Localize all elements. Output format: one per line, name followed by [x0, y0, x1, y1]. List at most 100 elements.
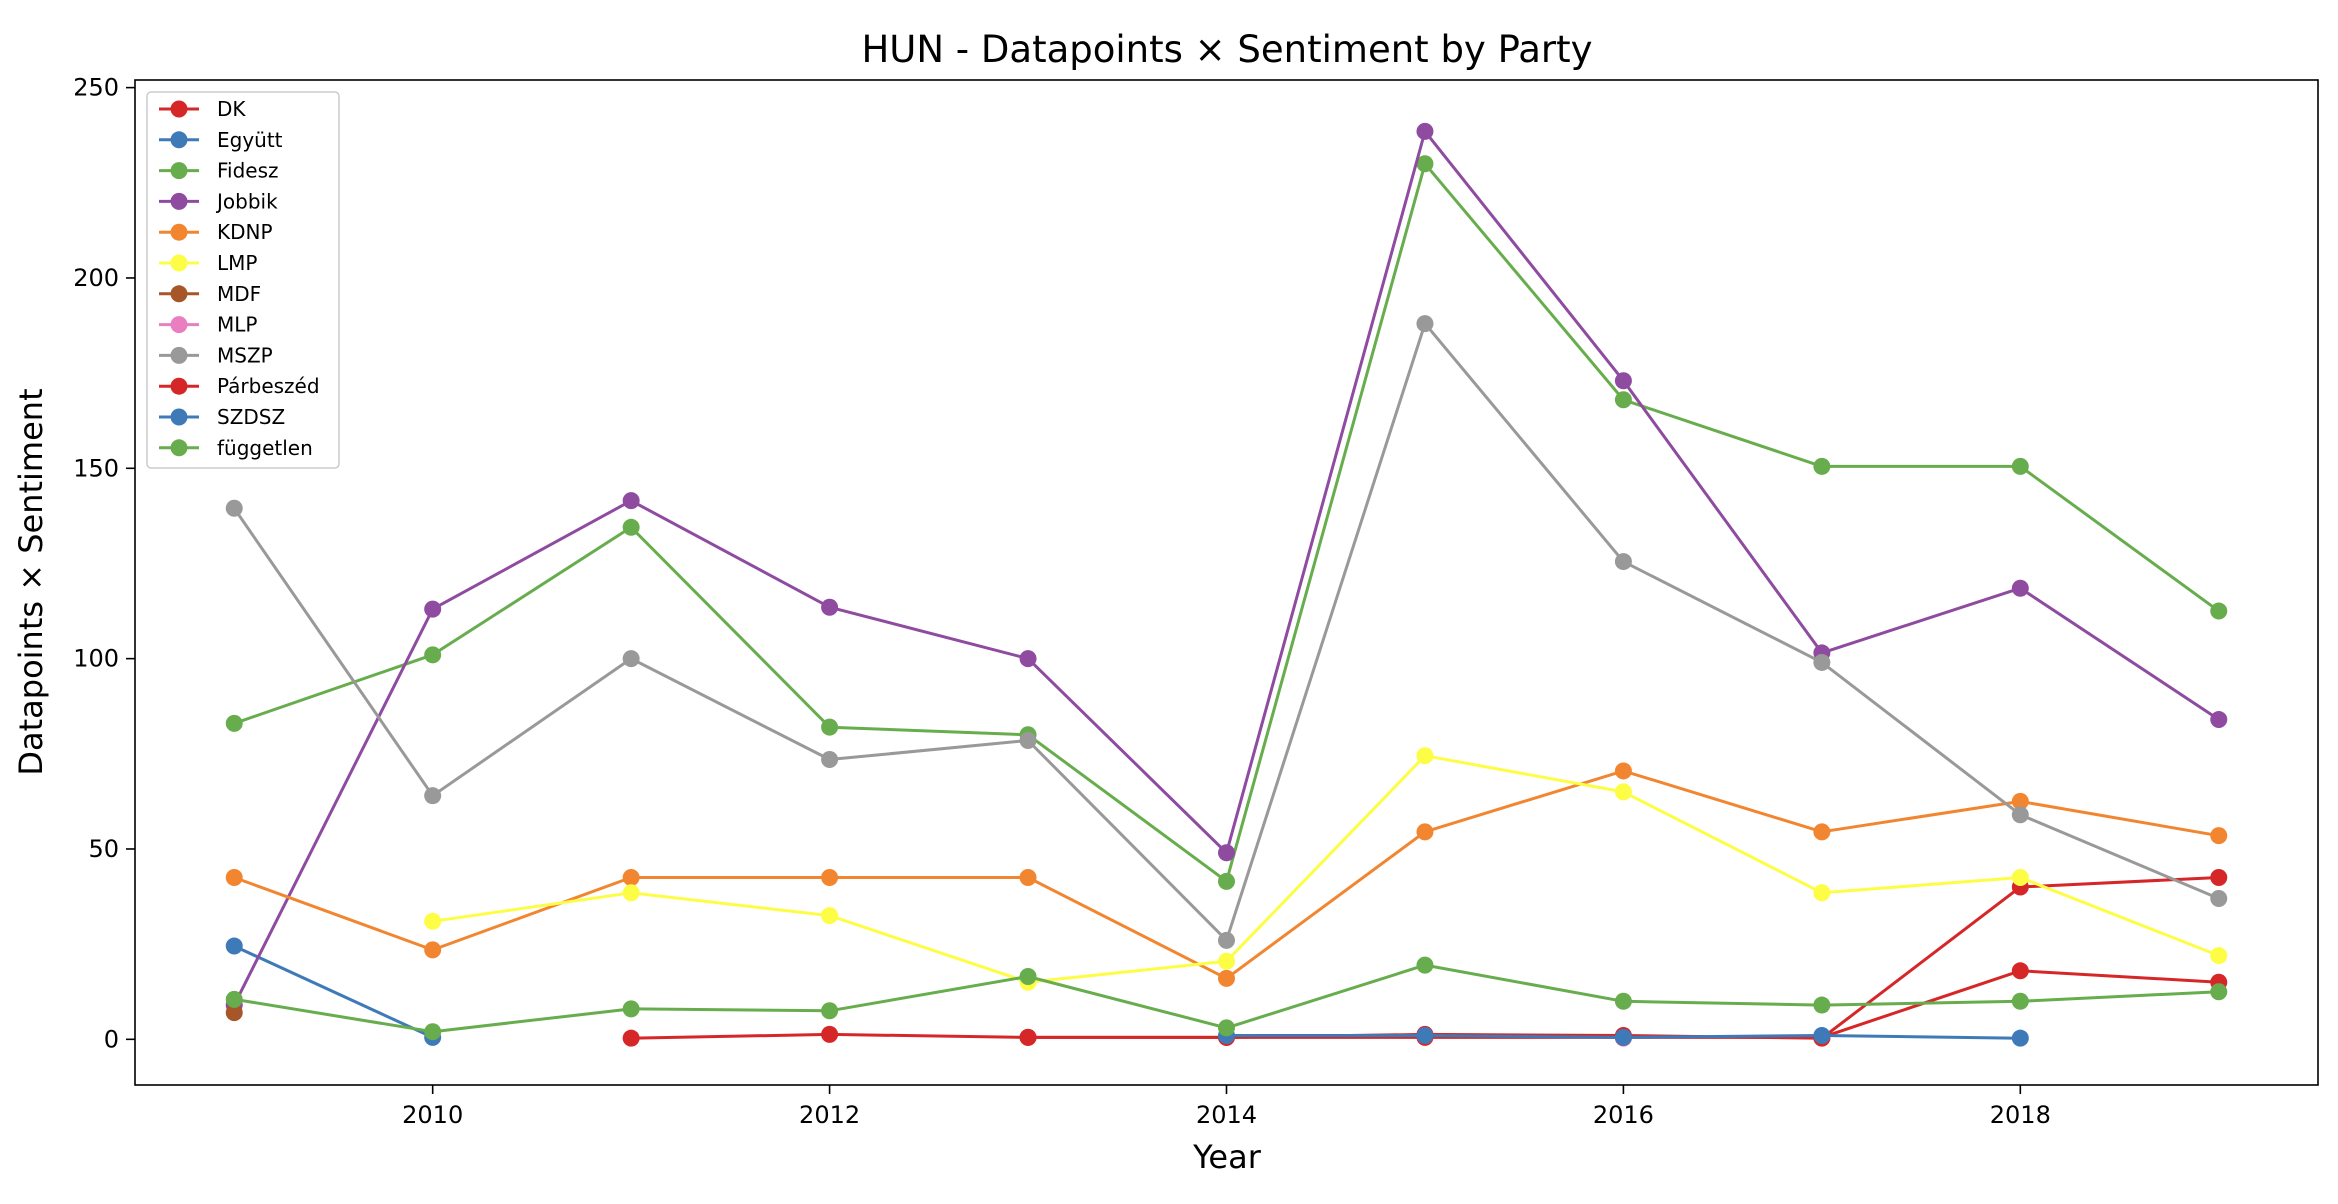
legend-label-dk: DK — [217, 97, 246, 121]
legend-label-fuggetlen: független — [217, 436, 313, 460]
data-point-fidesz — [225, 714, 243, 732]
data-point-mszp — [1813, 653, 1831, 671]
data-point-kdnp — [1813, 823, 1831, 841]
data-point-fuggetlen — [821, 1002, 839, 1020]
data-point-jobbik — [2011, 579, 2029, 597]
legend-marker-parbeszed — [170, 377, 188, 395]
data-point-lmp — [1813, 884, 1831, 902]
legend-marker-egyutt — [170, 131, 188, 149]
legend-marker-szdsz — [170, 408, 188, 426]
legend-label-mszp: MSZP — [217, 343, 273, 367]
data-point-egyutt — [225, 937, 243, 955]
data-point-mszp — [424, 787, 442, 805]
data-point-fuggetlen — [2011, 992, 2029, 1010]
data-point-dk — [2210, 869, 2228, 887]
data-point-mszp — [1218, 931, 1235, 949]
data-point-kdnp — [1218, 969, 1235, 987]
data-point-jobbik — [1019, 650, 1037, 668]
data-point-kdnp — [2011, 792, 2029, 810]
legend-label-fidesz: Fidesz — [217, 159, 279, 183]
data-point-jobbik — [424, 600, 442, 618]
data-point-fuggetlen — [1813, 996, 1831, 1014]
series-line-egyutt — [233, 944, 434, 1039]
x-tick-label: 2010 — [402, 1101, 463, 1129]
series-fuggetlen — [225, 956, 2228, 1041]
series-mszp — [225, 315, 2228, 949]
data-point-mszp — [821, 751, 839, 769]
legend-label-kdnp: KDNP — [217, 220, 273, 244]
data-point-szdsz — [1614, 1028, 1632, 1046]
data-point-fidesz — [2210, 602, 2228, 620]
y-tick-label: 50 — [88, 835, 119, 863]
data-point-lmp — [1614, 783, 1632, 801]
x-axis-label: Year — [1192, 1138, 1262, 1176]
legend-label-parbeszed: Párbeszéd — [217, 374, 320, 398]
series-fidesz — [225, 155, 2228, 890]
data-point-kdnp — [1019, 869, 1037, 887]
y-tick-label: 200 — [73, 264, 119, 292]
data-point-mszp — [225, 499, 243, 517]
data-point-fidesz — [2011, 457, 2029, 475]
data-point-jobbik — [1614, 372, 1632, 390]
y-axis-label: Datapoints × Sentiment — [12, 388, 50, 775]
data-point-szdsz — [1416, 1027, 1434, 1045]
y-tick-label: 100 — [73, 645, 119, 673]
data-point-kdnp — [2210, 827, 2228, 845]
data-point-mdf — [225, 1004, 243, 1022]
x-tick-label: 2012 — [799, 1101, 860, 1129]
data-point-jobbik — [2210, 711, 2228, 729]
data-point-fuggetlen — [1019, 968, 1037, 986]
legend-label-szdsz: SZDSZ — [217, 405, 285, 429]
x-tick-label: 2014 — [1196, 1101, 1257, 1129]
data-point-mszp — [1614, 553, 1632, 571]
legend-marker-mszp — [170, 346, 188, 364]
y-tick-label: 250 — [73, 74, 119, 102]
data-point-fuggetlen — [1416, 956, 1434, 974]
data-point-fuggetlen — [622, 1000, 640, 1018]
legend: DK Együtt Fidesz Jobbik KDNP LMP MDF MLP MSZP Pár… — [146, 91, 340, 469]
data-point-mszp — [1019, 731, 1037, 749]
data-point-fidesz — [622, 518, 640, 536]
data-point-parbeszed — [2011, 962, 2029, 980]
y-tick-label: 0 — [104, 1025, 119, 1053]
legend-marker-jobbik — [170, 192, 188, 210]
data-point-lmp — [1218, 952, 1235, 970]
data-point-kdnp — [1614, 762, 1632, 780]
data-point-lmp — [622, 884, 640, 902]
y-axis: 0 50 100 150 200 250 — [73, 74, 135, 1053]
data-point-kdnp — [424, 941, 442, 959]
legend-marker-fidesz — [170, 162, 188, 180]
data-point-kdnp — [1416, 823, 1434, 841]
data-point-kdnp — [622, 869, 640, 887]
series-layer — [225, 122, 2228, 1047]
data-point-fidesz — [821, 718, 839, 736]
data-point-fuggetlen — [1614, 992, 1632, 1010]
series-line-lmp — [432, 754, 2220, 984]
legend-marker-mdf — [170, 285, 188, 303]
legend-label-mdf: MDF — [217, 282, 261, 306]
data-point-parbeszed — [1019, 1028, 1037, 1046]
legend-box — [146, 91, 340, 469]
series-lmp — [424, 747, 2228, 991]
chart-title: HUN - Datapoints × Sentiment by Party — [861, 28, 1592, 71]
legend-marker-kdnp — [170, 223, 188, 241]
y-tick-label: 150 — [73, 454, 119, 482]
data-point-lmp — [424, 912, 442, 930]
data-point-dk — [622, 1029, 640, 1047]
data-point-mszp — [2011, 806, 2029, 824]
data-point-mszp — [1416, 315, 1434, 333]
legend-marker-fuggetlen — [170, 439, 188, 457]
data-point-jobbik — [1218, 844, 1235, 862]
data-point-fidesz — [424, 646, 442, 664]
x-tick-label: 2016 — [1593, 1101, 1654, 1129]
data-point-fidesz — [1614, 391, 1632, 409]
data-point-fidesz — [1416, 155, 1434, 173]
data-point-lmp — [821, 907, 839, 925]
data-point-mszp — [2210, 889, 2228, 907]
data-point-fuggetlen — [424, 1023, 442, 1041]
data-point-dk — [821, 1025, 839, 1043]
data-point-jobbik — [1416, 122, 1434, 140]
data-point-jobbik — [821, 598, 839, 616]
